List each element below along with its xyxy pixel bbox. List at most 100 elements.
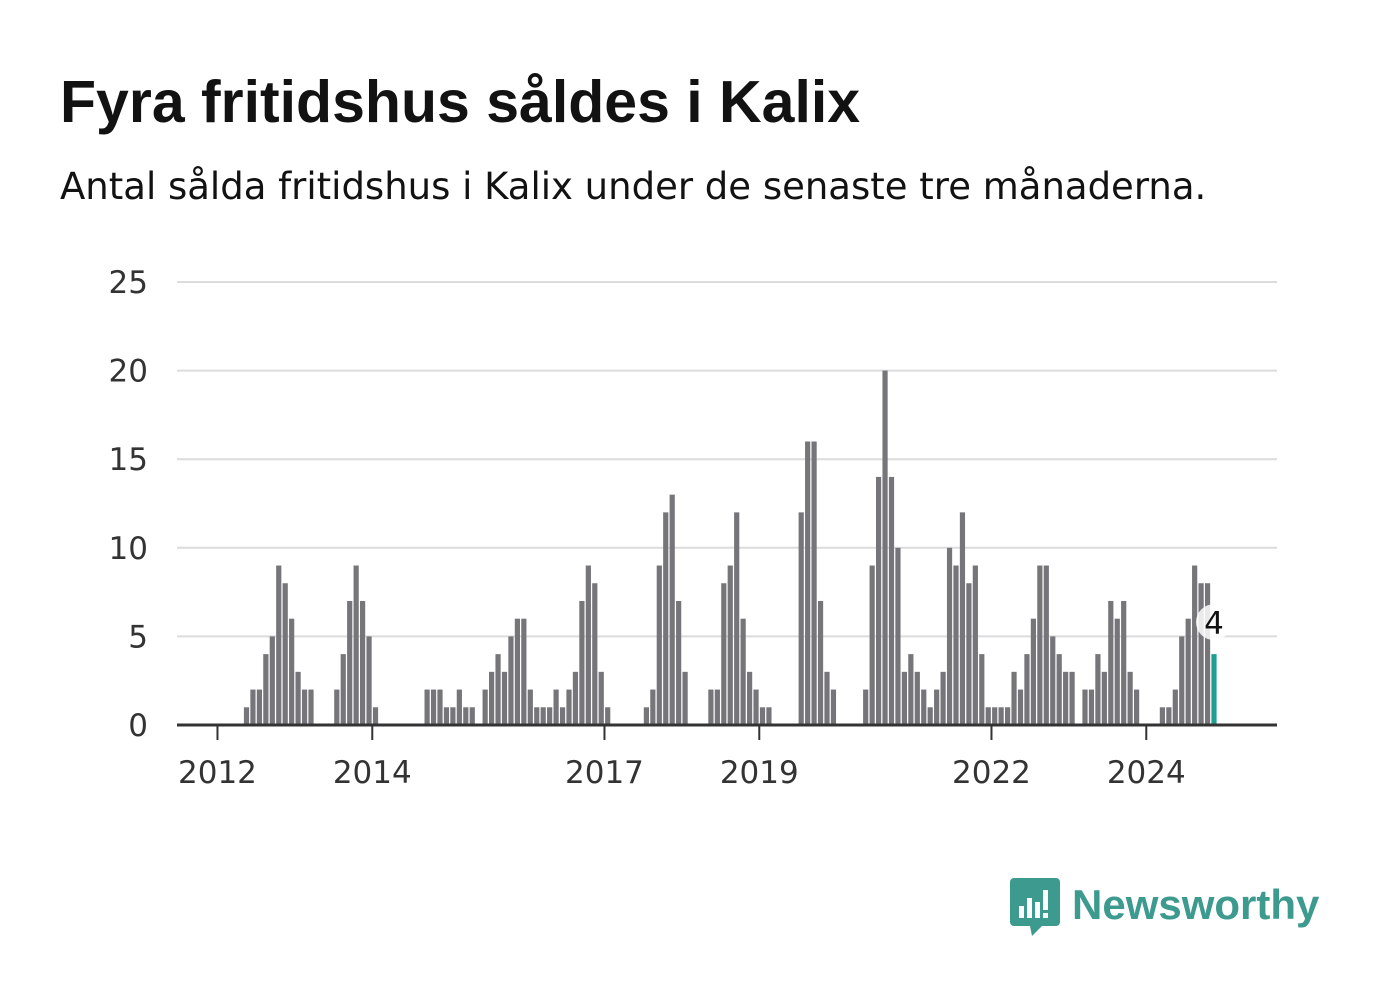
bar (1159, 707, 1165, 725)
bar (798, 512, 804, 725)
bar (334, 689, 340, 725)
bar (740, 618, 746, 725)
bar (766, 707, 772, 725)
bar (811, 441, 817, 725)
bar (540, 707, 546, 725)
bar (256, 689, 262, 725)
y-tick-label: 0 (128, 708, 148, 744)
chart-title: Fyra fritidshus såldes i Kalix (60, 69, 861, 135)
bar (721, 583, 727, 725)
bar (824, 671, 830, 725)
bar (901, 671, 907, 725)
bar (585, 565, 591, 725)
bar (347, 600, 353, 725)
bar (953, 565, 959, 725)
bar (534, 707, 540, 725)
bar (1030, 618, 1036, 725)
x-tick-label: 2017 (565, 755, 644, 791)
bar (353, 565, 359, 725)
bar (424, 689, 430, 725)
bar (985, 707, 991, 725)
y-axis-ticks: 0 5 10 15 20 25 (109, 265, 148, 744)
bars (243, 370, 1217, 725)
bar (372, 707, 379, 725)
bar (817, 600, 824, 725)
last-value-label: 4 (1204, 606, 1224, 642)
bar (656, 565, 662, 725)
bar (972, 565, 978, 725)
x-axis-ticks: 2012 2014 2017 2019 2022 2024 (178, 725, 1186, 791)
bar (708, 689, 714, 725)
bar (759, 707, 766, 725)
bar (1005, 707, 1011, 725)
gridlines (177, 281, 1277, 638)
bar (566, 689, 572, 725)
bar (276, 565, 282, 725)
data-label-halo (1196, 604, 1232, 641)
bar (521, 618, 527, 725)
bar (1101, 671, 1107, 725)
bar (263, 654, 269, 725)
bar (1024, 654, 1030, 725)
bar (1069, 671, 1075, 725)
bar (269, 636, 275, 725)
bar (876, 476, 882, 725)
bar (1011, 671, 1017, 725)
bar (282, 583, 288, 725)
bar (360, 600, 366, 725)
x-tick-label: 2012 (178, 755, 257, 791)
y-tick-label: 25 (109, 265, 148, 301)
bar (927, 707, 933, 725)
bar (450, 707, 456, 725)
bar (669, 494, 675, 725)
bar (598, 671, 604, 725)
bar (1172, 689, 1178, 725)
bar (714, 689, 720, 725)
bar (888, 476, 895, 725)
x-tick-label: 2019 (720, 755, 799, 791)
bar (753, 689, 759, 725)
bar (1050, 636, 1056, 725)
bar (243, 707, 250, 725)
bar (663, 512, 669, 725)
bar (863, 689, 869, 725)
bar (1127, 671, 1133, 725)
y-tick-label: 10 (109, 531, 148, 567)
bar (940, 671, 946, 725)
bar (1108, 600, 1114, 725)
bar (1088, 689, 1095, 725)
bar (921, 689, 927, 725)
bar (443, 707, 450, 725)
bar (830, 689, 837, 725)
bar (946, 547, 953, 725)
bar (1056, 654, 1062, 725)
bar (650, 689, 656, 725)
bar (605, 707, 611, 725)
bar (495, 654, 501, 725)
bar (734, 512, 740, 725)
bar (934, 689, 940, 725)
y-tick-label: 5 (128, 619, 148, 655)
bar (1121, 600, 1127, 725)
bar (1179, 636, 1185, 725)
bar (463, 707, 469, 725)
y-tick-label: 20 (109, 354, 148, 390)
bar (1095, 654, 1101, 725)
bar (559, 707, 566, 725)
bar (482, 689, 488, 725)
bar (289, 618, 295, 725)
newsworthy-logo: Newsworthy (1010, 878, 1319, 942)
bar (727, 565, 733, 725)
bar (527, 689, 533, 725)
bar (508, 636, 514, 725)
bar (908, 654, 914, 725)
bar (250, 689, 256, 725)
x-tick-label: 2024 (1107, 755, 1186, 791)
bar (1043, 565, 1049, 725)
bar (301, 689, 308, 725)
y-tick-label: 15 (109, 442, 148, 478)
data-labels: 4 (1196, 604, 1232, 642)
bar (547, 707, 553, 725)
bar (959, 512, 966, 725)
bar (682, 671, 688, 725)
